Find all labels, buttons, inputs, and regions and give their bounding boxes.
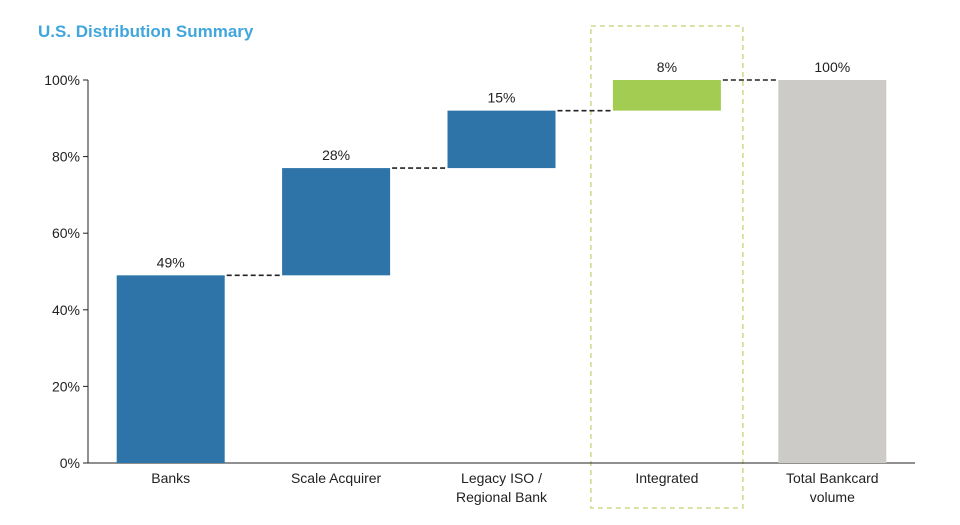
y-tick-label: 80% xyxy=(52,149,80,165)
data-label: 100% xyxy=(814,59,850,75)
bar xyxy=(612,80,721,111)
data-label: 28% xyxy=(322,147,350,163)
y-tick-label: 40% xyxy=(52,302,80,318)
data-label: 15% xyxy=(487,90,515,106)
data-label: 49% xyxy=(157,254,185,270)
bar xyxy=(447,110,556,169)
category-label: Integrated xyxy=(635,470,698,486)
category-label: Regional Bank xyxy=(456,489,548,505)
bar xyxy=(116,275,225,463)
y-tick-label: 0% xyxy=(60,455,80,471)
bar xyxy=(778,80,887,463)
category-label: Scale Acquirer xyxy=(291,470,382,486)
category-label: Total Bankcard xyxy=(786,470,879,486)
data-label: 8% xyxy=(657,59,677,75)
category-label: Banks xyxy=(151,470,190,486)
highlight-box xyxy=(590,25,744,509)
y-tick-label: 60% xyxy=(52,225,80,241)
category-label: volume xyxy=(810,489,855,505)
chart-title: U.S. Distribution Summary xyxy=(38,22,254,41)
bar xyxy=(282,168,391,276)
y-tick-label: 20% xyxy=(52,378,80,394)
y-tick-label: 100% xyxy=(44,72,80,88)
category-label: Legacy ISO / xyxy=(461,470,542,486)
